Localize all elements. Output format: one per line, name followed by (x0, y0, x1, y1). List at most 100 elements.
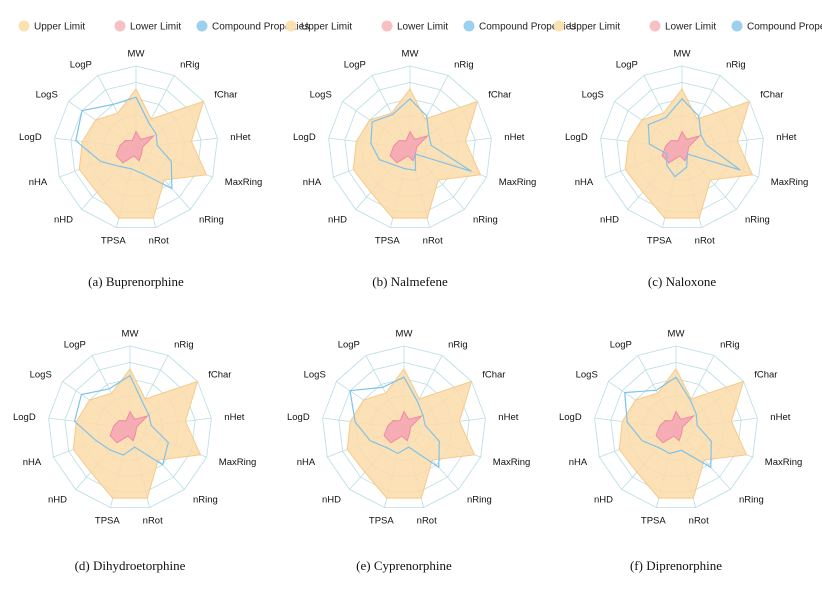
axis-label-fchar: fChar (482, 370, 505, 381)
axis-label-mw: MW (396, 329, 413, 340)
legend-label: Upper Limit (569, 22, 620, 33)
panel-caption: (f) Diprenorphine (630, 558, 722, 573)
axis-label-logp: LogP (344, 59, 366, 70)
legend-3: Upper Limit Lower Limit Compound Propertie… (553, 20, 822, 33)
axis-label-maxring: MaxRing (225, 177, 262, 188)
radar-panel-3: MW nRig fChar nHet MaxRing nRing nRot TPSA nHD nH… (565, 49, 808, 290)
axis-label-nrot: nRot (149, 236, 169, 247)
radar-panel-5: MW nRig fChar nHet MaxRing nRing nRot TPSA nHD nH… (287, 329, 530, 574)
panel-caption: (b) Nalmefene (372, 274, 448, 289)
grid-ring (600, 65, 764, 229)
axis-label-nha: nHA (569, 457, 588, 468)
axis-label-logp: LogP (64, 339, 86, 350)
grid-ring (54, 65, 218, 229)
compound-properties-line (647, 97, 741, 178)
axis-label-logd: LogD (19, 132, 42, 143)
axis-label-nhd: nHD (322, 495, 341, 506)
axis-label-logs: LogS (582, 90, 604, 101)
grid-ring (48, 345, 212, 509)
axis-label-mw: MW (668, 329, 685, 340)
axis-label-nrig: nRig (726, 59, 746, 70)
axis-label-nhet: nHet (230, 132, 250, 143)
radar-panel-2: MW nRig fChar nHet MaxRing nRing nRot TPSA nHD nH… (293, 49, 536, 290)
axis-label-fchar: fChar (760, 90, 783, 101)
axis-label-nring: nRing (739, 495, 764, 506)
legend-marker-upper-limit (285, 20, 297, 32)
lower-limit-area (661, 130, 702, 164)
axis-label-fchar: fChar (754, 370, 777, 381)
axis-label-logp: LogP (616, 59, 638, 70)
axis-label-tpsa: TPSA (647, 236, 672, 247)
legend-2: Upper Limit Lower Limit Compound Propertie… (285, 20, 576, 33)
radar-panel-1: MW nRig fChar nHet MaxRing nRing nRot TPSA nHD nH… (19, 49, 262, 290)
radar-panels: MW nRig fChar nHet MaxRing nRing nRot TPSA nHD nH… (13, 49, 808, 574)
axis-label-logd: LogD (565, 132, 588, 143)
axis-label-nrig: nRig (180, 59, 200, 70)
lower-limit-area (389, 130, 430, 164)
axis-label-nhd: nHD (48, 495, 67, 506)
axis-label-fchar: fChar (488, 90, 511, 101)
axis-label-logd: LogD (13, 412, 36, 423)
grid-ring (322, 345, 486, 509)
axis-label-nrot: nRot (695, 236, 715, 247)
axis-label-nhet: nHet (504, 132, 524, 143)
axis-label-nha: nHA (29, 177, 48, 188)
axis-label-logd: LogD (287, 412, 310, 423)
axis-label-nhet: nHet (770, 412, 790, 423)
axis-label-nrig: nRig (454, 59, 474, 70)
panel-caption: (c) Naloxone (648, 274, 716, 289)
axis-label-nhd: nHD (328, 215, 347, 226)
axis-label-nhd: nHD (600, 215, 619, 226)
upper-limit-area (72, 368, 202, 499)
legend-marker-lower-limit (381, 20, 393, 32)
axis-label-fchar: fChar (214, 90, 237, 101)
axis-label-tpsa: TPSA (369, 516, 394, 527)
radar-panel-6: MW nRig fChar nHet MaxRing nRing nRot TPSA nHD nH… (559, 329, 802, 574)
axis-label-nhet: nHet (776, 132, 796, 143)
axis-label-logp: LogP (338, 339, 360, 350)
axis-label-nha: nHA (297, 457, 316, 468)
legend-label: Compound Properties (747, 22, 822, 33)
legend-label: Compound Properties (479, 22, 576, 33)
axis-label-tpsa: TPSA (101, 236, 126, 247)
legend-label: Compound Properties (212, 22, 309, 33)
lower-limit-area (115, 130, 156, 164)
grid-ring (328, 65, 492, 229)
legend-marker-upper-limit (553, 20, 565, 32)
axis-label-nhd: nHD (594, 495, 613, 506)
axis-label-nrot: nRot (143, 516, 163, 527)
compound-properties-line (75, 96, 173, 190)
axis-label-nrig: nRig (448, 339, 468, 350)
upper-limit-area (78, 88, 208, 219)
compound-properties-line (349, 376, 440, 469)
legend-label: Lower Limit (665, 22, 716, 33)
axis-label-nrot: nRot (423, 236, 443, 247)
axis-label-tpsa: TPSA (641, 516, 666, 527)
lower-limit-area (383, 410, 424, 444)
axis-label-nha: nHA (23, 457, 42, 468)
axis-label-maxring: MaxRing (219, 457, 256, 468)
axis-label-nrot: nRot (417, 516, 437, 527)
legend-marker-lower-limit (114, 20, 126, 32)
axis-label-nring: nRing (473, 215, 498, 226)
axis-label-logd: LogD (293, 132, 316, 143)
axis-label-nhet: nHet (224, 412, 244, 423)
axis-label-maxring: MaxRing (771, 177, 809, 188)
axis-label-mw: MW (674, 49, 691, 60)
compound-properties-line (73, 374, 169, 466)
axis-label-nhd: nHD (54, 215, 73, 226)
panel-caption: (a) Buprenorphine (88, 274, 184, 289)
lower-limit-area (655, 410, 696, 444)
axis-label-logd: LogD (559, 412, 582, 423)
axis-label-mw: MW (128, 49, 145, 60)
axis-label-mw: MW (402, 49, 419, 60)
legend-label: Upper Limit (34, 22, 85, 33)
axis-label-nhet: nHet (498, 412, 518, 423)
axis-label-nring: nRing (199, 215, 224, 226)
legend-marker-compound-properties (463, 20, 475, 32)
panel-caption: (e) Cyprenorphine (356, 558, 452, 573)
radar-panel-4: MW nRig fChar nHet MaxRing nRing nRot TPSA nHD nH… (13, 329, 256, 574)
compound-properties-line (370, 97, 472, 172)
upper-limit-area (352, 88, 482, 219)
